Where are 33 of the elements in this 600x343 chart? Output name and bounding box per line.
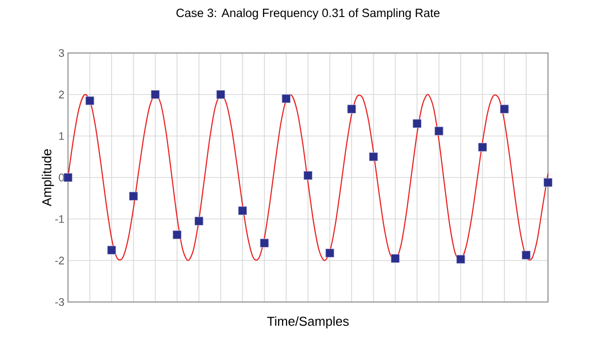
- point: [347, 104, 356, 114]
- point: [129, 192, 138, 201]
- point: [544, 178, 552, 187]
- y-axis-title: Amplitude: [42, 149, 54, 206]
- point: [412, 119, 422, 128]
- point: [282, 94, 291, 104]
- point: [456, 254, 466, 264]
- y-tick-label: 3: [58, 49, 64, 57]
- y-tick-label: -1: [55, 215, 64, 223]
- y-tick-label: 0: [58, 174, 64, 182]
- point: [369, 152, 378, 162]
- chart-title: Case 3: Analog Frequency 0.31 of Sampling Rate: [176, 8, 440, 20]
- point: [500, 104, 509, 114]
- point: [325, 248, 334, 258]
- x-axis-title: Time/Samples: [267, 316, 349, 328]
- point: [238, 206, 247, 216]
- point: [85, 96, 94, 106]
- y-tick-label: -2: [55, 256, 64, 264]
- point: [478, 142, 487, 152]
- y-tick-label: 1: [59, 132, 64, 140]
- y-tick-label: -3: [55, 298, 64, 306]
- point: [522, 250, 531, 260]
- point: [172, 230, 182, 240]
- point: [304, 171, 312, 180]
- point: [150, 90, 160, 99]
- point: [107, 246, 116, 255]
- point: [64, 173, 72, 182]
- point: [260, 238, 269, 248]
- point: [390, 254, 400, 263]
- point: [194, 216, 204, 226]
- y-tick-label: 2: [58, 90, 64, 98]
- point: [216, 90, 226, 99]
- point: [434, 126, 444, 136]
